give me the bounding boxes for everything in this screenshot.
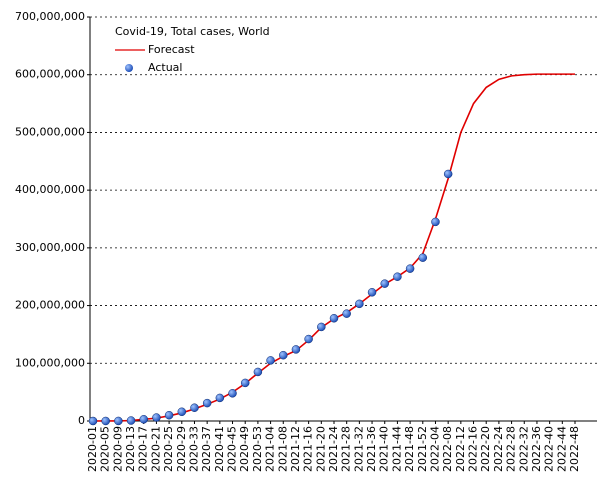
actual-point [317, 322, 326, 332]
x-tick-label: 2020-45 [226, 426, 239, 472]
actual-point [380, 279, 389, 288]
x-tick-label: 2022-44 [555, 426, 568, 472]
actual-point [202, 398, 212, 408]
actual-point [291, 345, 301, 354]
x-tick-label: 2020-37 [200, 426, 213, 472]
x-tick-label: 2020-29 [175, 426, 188, 472]
legend-title: Covid-19, Total cases, World [115, 25, 270, 38]
y-tick-label: 0 [78, 414, 85, 427]
x-tick-label: 2022-48 [568, 426, 581, 472]
x-tick-label: 2021-12 [289, 426, 302, 472]
actual-point [215, 393, 225, 403]
y-tick-label: 100,000,000 [15, 356, 85, 369]
legend-label: Actual [148, 61, 182, 74]
y-tick-label: 200,000,000 [15, 299, 85, 312]
x-tick-label: 2022-12 [454, 426, 467, 472]
x-tick-label: 2022-32 [517, 426, 530, 472]
x-tick-label: 2021-40 [378, 426, 391, 472]
actual-point [431, 217, 440, 227]
legend-marker [125, 64, 133, 72]
x-tick-label: 2021-52 [416, 426, 429, 472]
x-tick-label: 2022-28 [505, 426, 518, 472]
actual-point [393, 272, 402, 281]
x-tick-label: 2021-20 [314, 426, 327, 472]
x-tick-label: 2021-08 [276, 426, 289, 472]
actual-point [304, 334, 313, 344]
x-tick-label: 2021-48 [403, 426, 416, 472]
actual-point [266, 356, 275, 365]
actual-point [114, 416, 123, 426]
actual-point [228, 389, 237, 398]
x-tick-label: 2020-01 [86, 426, 99, 472]
x-tick-label: 2020-33 [187, 426, 200, 472]
actual-point [329, 314, 339, 323]
actual-point [101, 416, 110, 426]
legend-label: Forecast [148, 43, 195, 56]
actual-point [126, 416, 136, 425]
actual-point [443, 169, 453, 179]
actual-point [405, 264, 415, 273]
actual-point [240, 378, 250, 388]
actual-point [139, 415, 148, 424]
actual-point [355, 299, 364, 309]
x-tick-label: 2021-04 [264, 426, 277, 472]
actual-point [342, 309, 351, 318]
y-tick-label: 300,000,000 [15, 241, 85, 254]
x-tick-label: 2021-24 [327, 426, 340, 472]
x-tick-label: 2020-17 [137, 426, 150, 472]
actual-point [367, 288, 377, 297]
x-tick-label: 2022-36 [530, 426, 543, 472]
x-tick-label: 2020-49 [238, 426, 251, 472]
y-tick-label: 600,000,000 [15, 68, 85, 81]
y-tick-label: 500,000,000 [15, 125, 85, 138]
x-tick-label: 2021-32 [352, 426, 365, 472]
actual-point [164, 410, 174, 420]
actual-point [177, 407, 187, 417]
x-tick-label: 2022-16 [467, 426, 480, 472]
actual-point [88, 416, 98, 426]
x-tick-label: 2020-05 [99, 426, 112, 472]
x-tick-label: 2022-08 [441, 426, 454, 472]
x-tick-label: 2020-25 [162, 426, 175, 472]
x-tick-label: 2022-20 [479, 426, 492, 472]
x-tick-label: 2020-41 [213, 426, 226, 472]
x-tick-label: 2021-16 [302, 426, 315, 472]
actual-point [418, 253, 428, 262]
actual-point [190, 403, 199, 412]
x-tick-label: 2020-09 [111, 426, 124, 472]
x-tick-label: 2020-13 [124, 426, 137, 472]
x-tick-label: 2021-36 [365, 426, 378, 472]
x-tick-label: 2022-04 [428, 426, 441, 472]
x-tick-label: 2022-24 [492, 426, 505, 472]
x-tick-label: 2022-40 [543, 426, 556, 472]
x-tick-label: 2020-53 [251, 426, 264, 472]
y-tick-label: 700,000,000 [15, 10, 85, 23]
x-tick-label: 2020-21 [149, 426, 162, 472]
y-tick-label: 400,000,000 [15, 183, 85, 196]
x-tick-label: 2021-44 [390, 426, 403, 472]
actual-point [152, 413, 161, 422]
actual-point [279, 350, 288, 360]
x-tick-label: 2021-28 [340, 426, 353, 472]
actual-point [253, 367, 263, 377]
